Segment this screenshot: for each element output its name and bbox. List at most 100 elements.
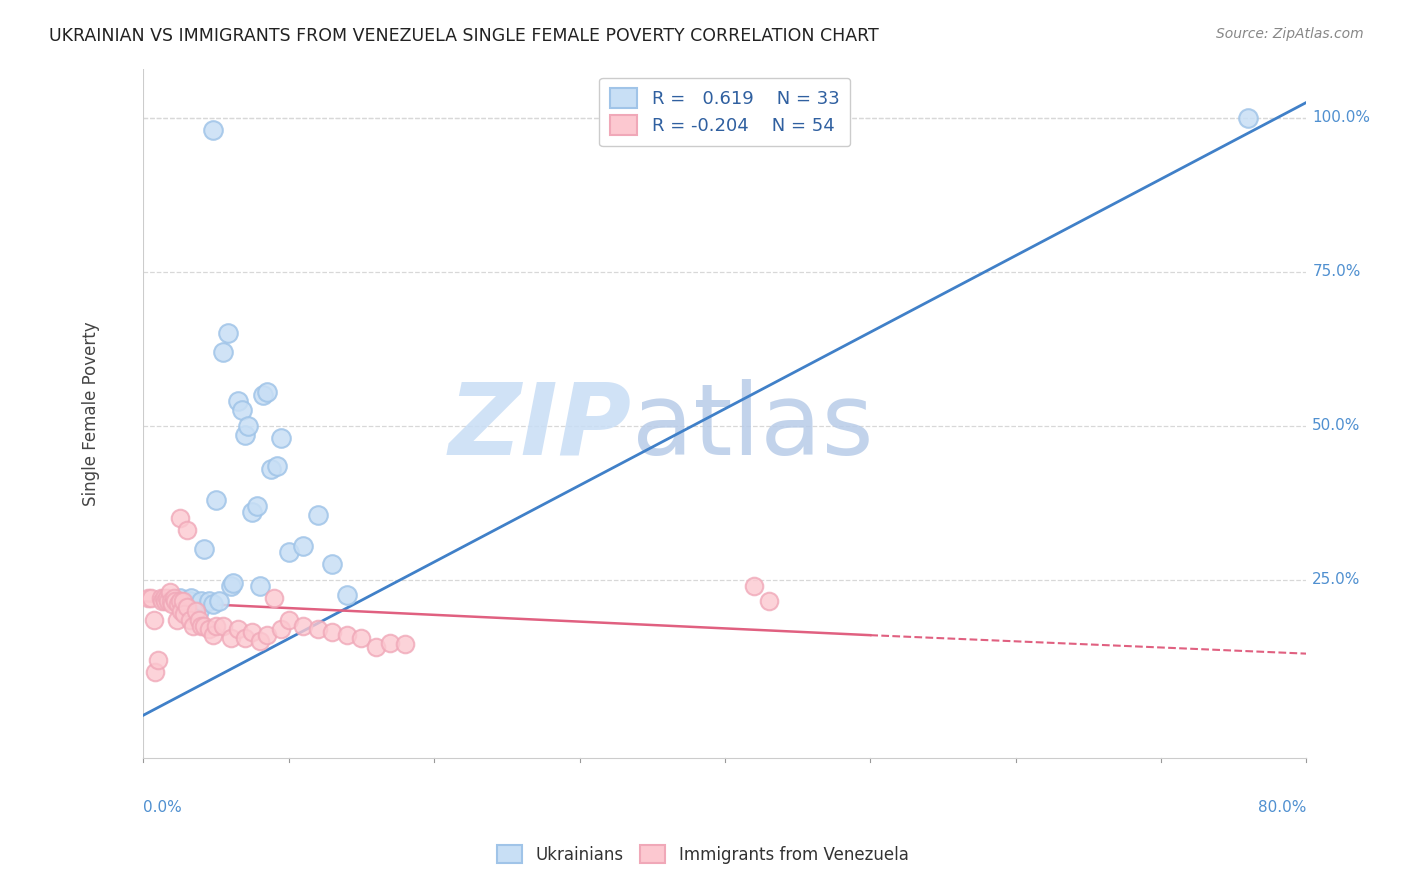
Text: 75.0%: 75.0% (1312, 264, 1361, 279)
Point (149, 591, 172, 606)
Point (233, 632, 256, 646)
Point (153, 594, 176, 608)
Point (249, 634, 271, 648)
Point (202, 628, 225, 642)
Point (242, 625, 264, 640)
Point (166, 613, 188, 627)
Point (150, 594, 173, 608)
Text: 0.0%: 0.0% (143, 800, 183, 814)
Point (394, 637, 416, 651)
Point (187, 613, 209, 627)
Point (742, 579, 765, 593)
Text: Source: ZipAtlas.com: Source: ZipAtlas.com (1216, 27, 1364, 41)
Point (249, 579, 271, 593)
Point (136, 591, 159, 606)
Text: ZIP: ZIP (449, 379, 631, 475)
Point (380, 635, 402, 649)
Point (187, 603, 209, 617)
Point (172, 594, 194, 608)
Text: 25.0%: 25.0% (1312, 573, 1361, 587)
Point (162, 598, 184, 612)
Point (256, 384, 278, 399)
Point (205, 492, 228, 507)
Point (292, 619, 315, 633)
Point (169, 594, 191, 608)
Point (159, 585, 181, 599)
Point (219, 579, 242, 593)
Point (181, 619, 204, 633)
Point (179, 594, 201, 608)
Point (256, 628, 278, 642)
Point (169, 591, 191, 606)
Point (226, 622, 249, 636)
Point (179, 613, 201, 627)
Point (277, 613, 299, 627)
Point (277, 545, 299, 559)
Point (219, 632, 242, 646)
Point (212, 344, 235, 359)
Point (139, 591, 162, 606)
Text: atlas: atlas (631, 379, 873, 475)
Point (260, 462, 283, 476)
Point (167, 598, 190, 612)
Point (246, 499, 269, 513)
Point (350, 632, 373, 646)
Point (242, 505, 264, 519)
Point (197, 622, 219, 636)
Text: UKRAINIAN VS IMMIGRANTS FROM VENEZUELA SINGLE FEMALE POVERTY CORRELATION CHART: UKRAINIAN VS IMMIGRANTS FROM VENEZUELA S… (49, 27, 879, 45)
Point (266, 458, 288, 473)
Point (197, 594, 219, 608)
Text: 100.0%: 100.0% (1312, 111, 1371, 125)
Text: 80.0%: 80.0% (1258, 800, 1306, 814)
Point (163, 591, 186, 606)
Point (307, 508, 329, 522)
Point (169, 511, 191, 525)
Point (190, 594, 212, 608)
Point (217, 326, 239, 341)
Point (176, 600, 198, 615)
Point (270, 622, 292, 636)
Point (364, 640, 387, 655)
Point (336, 588, 359, 602)
Point (758, 594, 780, 608)
Legend: Ukrainians, Immigrants from Venezuela: Ukrainians, Immigrants from Venezuela (491, 838, 915, 871)
Point (231, 403, 253, 417)
Point (236, 418, 259, 433)
Point (202, 598, 225, 612)
Point (321, 558, 343, 572)
Point (146, 653, 169, 667)
Point (292, 539, 315, 553)
Point (176, 524, 198, 538)
Point (307, 622, 329, 636)
Point (155, 591, 177, 606)
Point (157, 594, 180, 608)
Point (263, 591, 285, 606)
Point (1237, 111, 1260, 125)
Point (180, 591, 202, 606)
Point (222, 575, 245, 590)
Point (193, 541, 215, 556)
Point (252, 388, 274, 402)
Point (170, 603, 193, 617)
Point (165, 594, 187, 608)
Point (321, 625, 343, 640)
Point (336, 628, 359, 642)
Point (143, 665, 166, 679)
Point (173, 607, 195, 621)
Point (190, 619, 212, 633)
Point (142, 613, 165, 627)
Point (160, 594, 183, 608)
Point (152, 591, 174, 606)
Point (212, 619, 235, 633)
Point (184, 603, 207, 617)
Point (226, 394, 249, 409)
Point (270, 431, 292, 445)
Point (208, 594, 231, 608)
Text: 50.0%: 50.0% (1312, 418, 1361, 434)
Point (202, 123, 225, 137)
Point (205, 619, 228, 633)
Legend: R =   0.619    N = 33, R = -0.204    N = 54: R = 0.619 N = 33, R = -0.204 N = 54 (599, 78, 851, 146)
Text: Single Female Poverty: Single Female Poverty (82, 321, 100, 506)
Point (193, 619, 215, 633)
Point (233, 428, 256, 442)
